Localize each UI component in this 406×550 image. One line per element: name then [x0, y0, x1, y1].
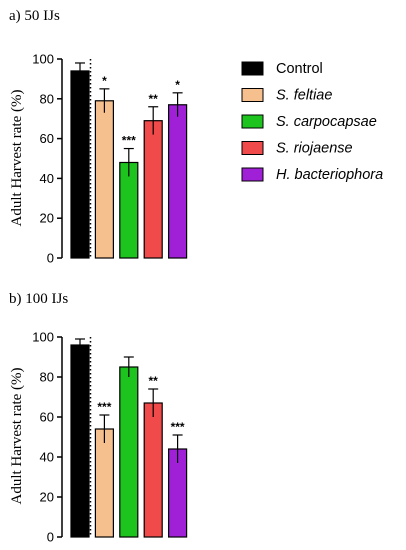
panel-a-significance-label: *** [122, 134, 136, 148]
panel-b-bar [70, 344, 90, 538]
panel-a-ytick-label: 0 [47, 251, 54, 266]
panel-b-title: b) 100 IJs [9, 291, 68, 307]
panel-a-ytick-label: 60 [40, 131, 54, 146]
panel-b-ytick-label: 60 [40, 410, 54, 425]
legend: Control S. feltiae S. carpocapsae S. riojae… [241, 61, 383, 183]
legend-label: S. carpocapsae [276, 114, 377, 130]
panel-b: b) 100 IJs Adult Harvest rate (%) 0 20 40 6… [9, 291, 188, 545]
panel-a-bar [94, 100, 115, 259]
panel-a-ylabel: Adult Harvest rate (%) [9, 89, 25, 226]
panel-b-bar [143, 402, 163, 538]
panel-a: a) 50 IJs Adult Harvest rate (%) 0 20 40 60… [9, 8, 188, 266]
panel-b-bar [94, 428, 115, 538]
legend-swatch [241, 167, 264, 182]
legend-swatch [241, 88, 264, 102]
panel-b-significance-label: ** [149, 374, 159, 388]
panel-a-bar [70, 70, 90, 259]
panel-a-bar [168, 104, 188, 259]
panel-a-significance-label: * [102, 74, 107, 88]
panel-a-ytick-label: 20 [40, 211, 54, 226]
panel-a-ytick-label: 40 [40, 171, 54, 186]
legend-label: S. feltiae [276, 88, 332, 104]
panel-b-ytick-label: 0 [47, 530, 54, 545]
panel-b-significance-label: *** [171, 420, 185, 434]
legend-label: S. riojaense [276, 141, 353, 157]
panel-a-significance-label: ** [149, 92, 159, 106]
panel-a-bar [119, 161, 139, 259]
legend-swatch [241, 61, 264, 76]
panel-b-ytick-label: 80 [40, 370, 54, 385]
panel-a-title: a) 50 IJs [9, 8, 60, 24]
panel-b-significance-label: *** [97, 400, 111, 414]
panel-a-ytick-label: 80 [40, 91, 54, 106]
panel-a-bar [143, 120, 163, 259]
panel-a-significance-label: * [175, 78, 180, 92]
legend-label: Control [276, 61, 323, 77]
panel-b-ytick-label: 100 [32, 330, 54, 345]
panel-b-ylabel: Adult Harvest rate (%) [9, 367, 25, 504]
legend-label: H. bacteriophora [276, 167, 383, 183]
legend-swatch [241, 141, 264, 155]
panel-b-ytick-label: 20 [40, 490, 54, 505]
panel-a-ytick-label: 100 [32, 52, 54, 67]
panel-b-ytick-label: 40 [40, 450, 54, 465]
legend-swatch [241, 114, 264, 129]
panel-b-bar [119, 366, 139, 538]
